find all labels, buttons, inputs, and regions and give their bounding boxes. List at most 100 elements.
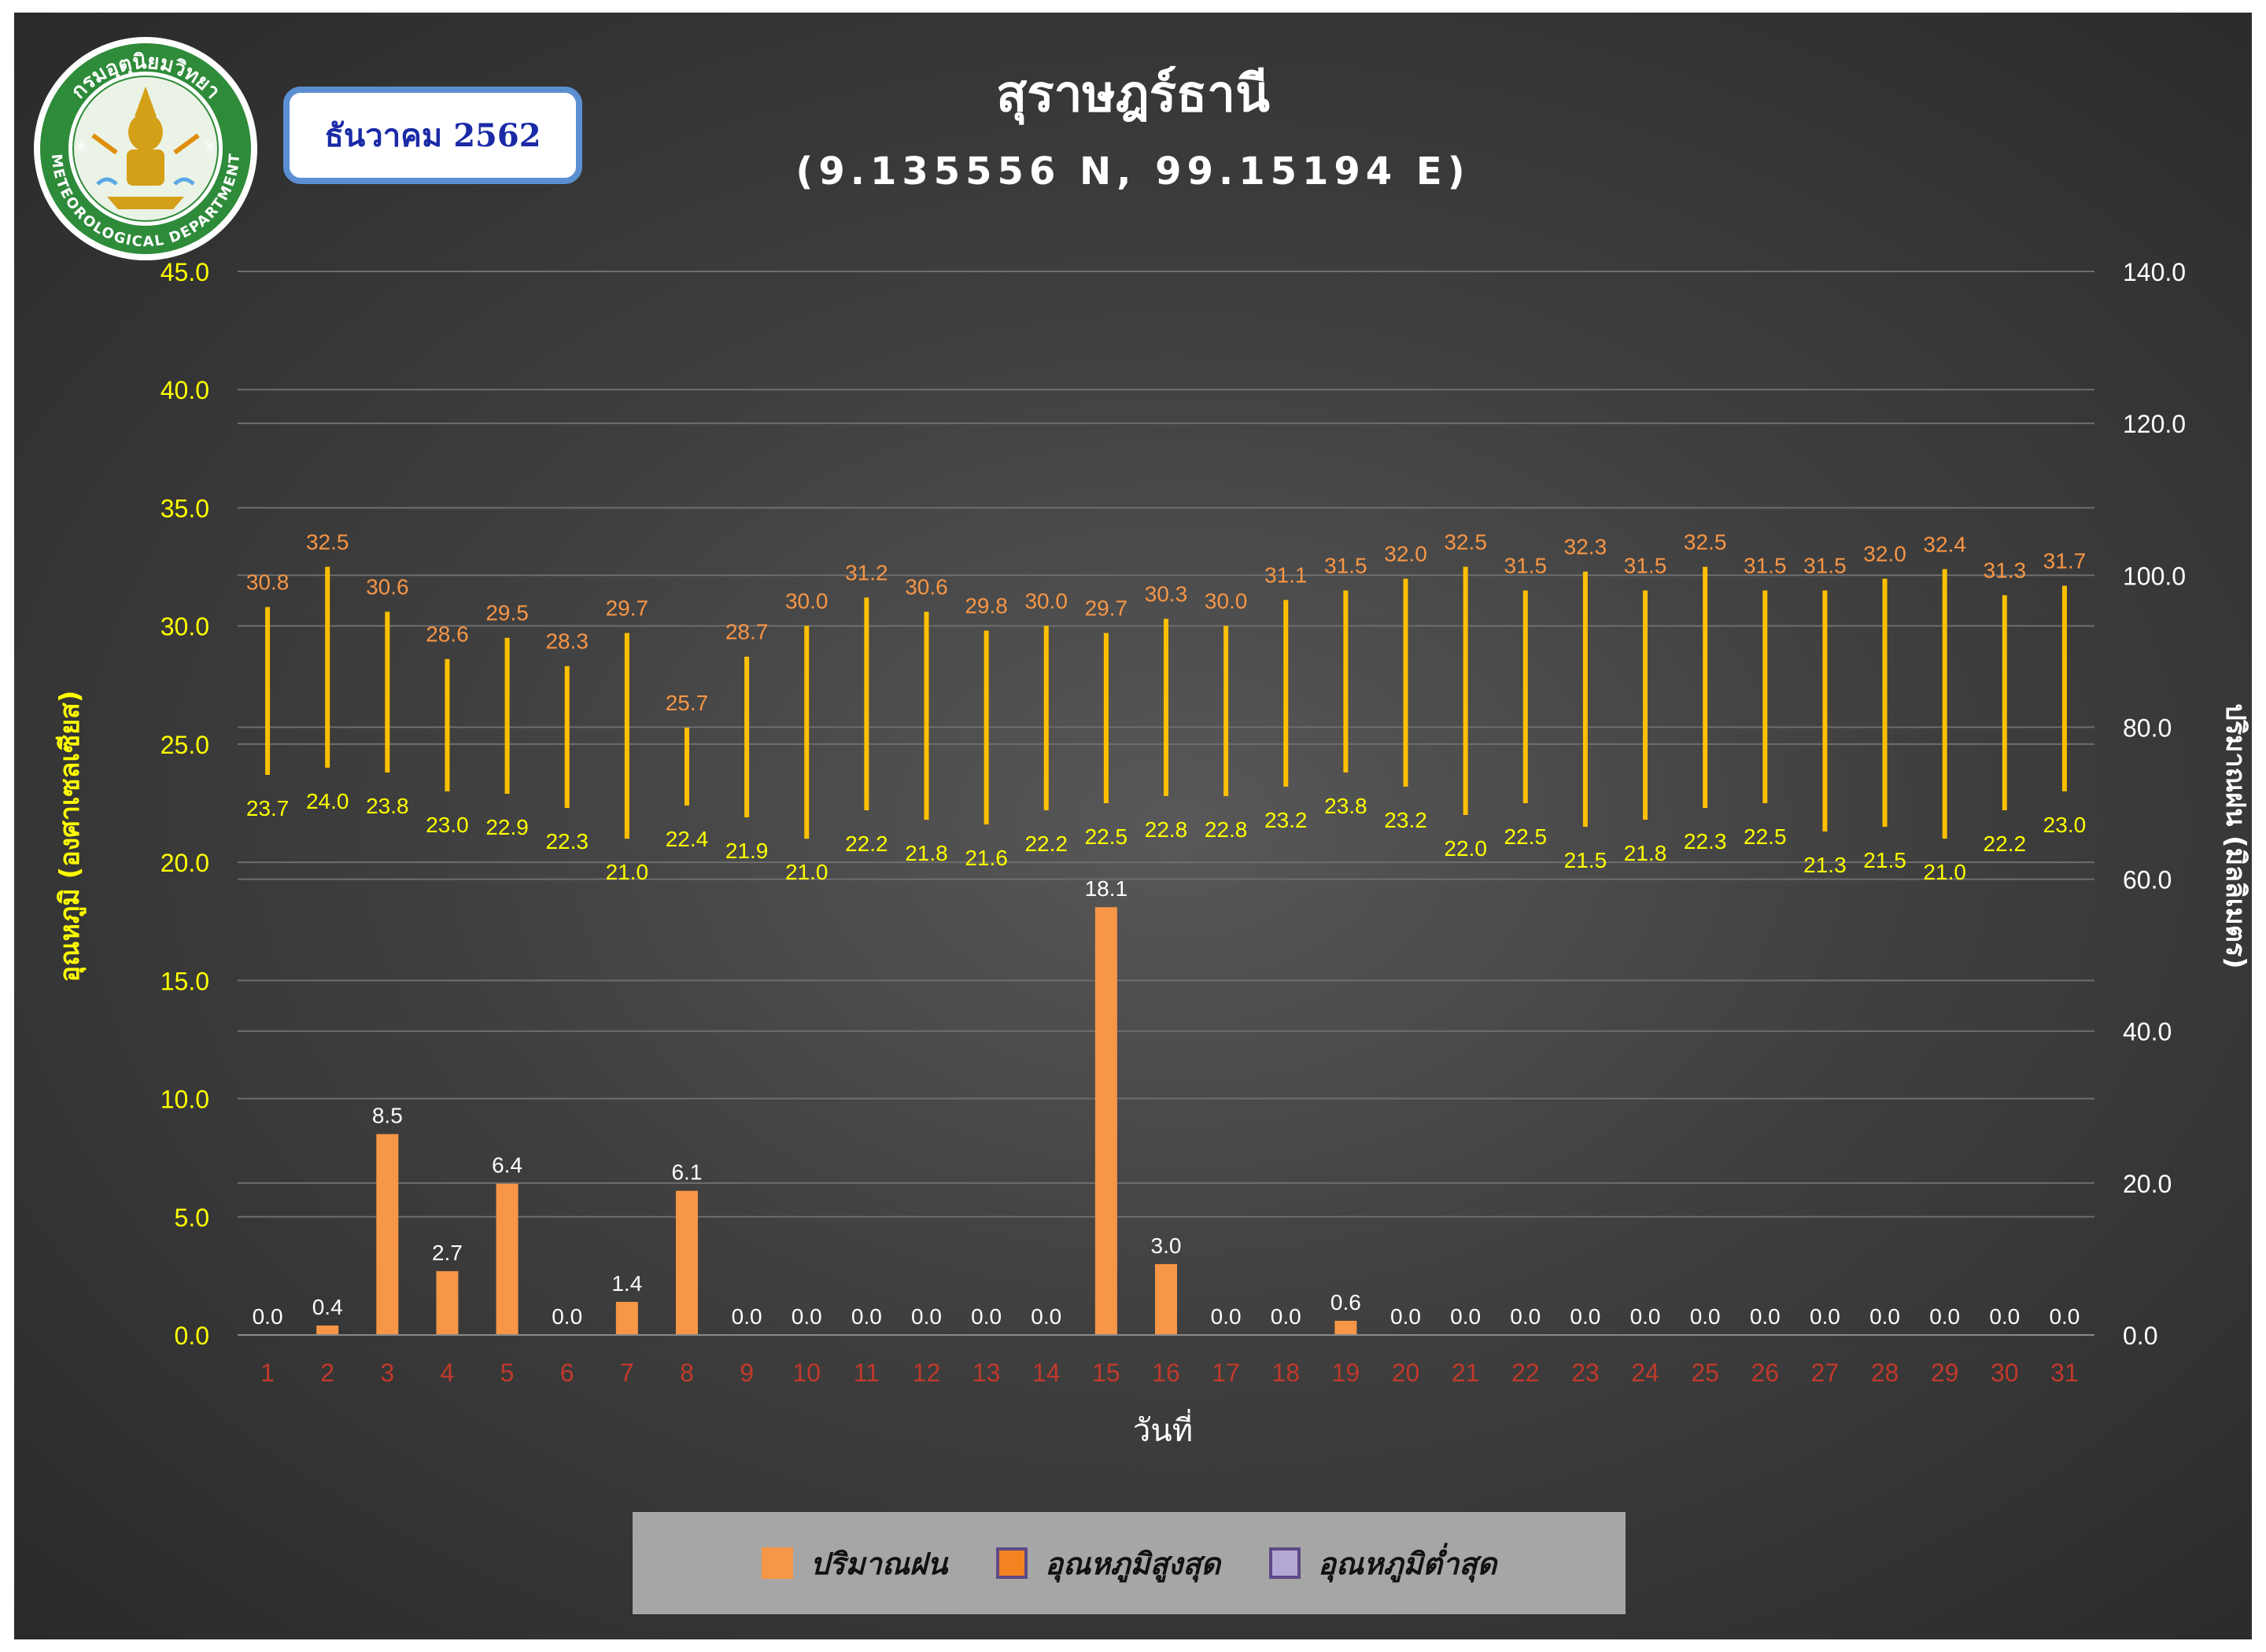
x-axis-tick-label: 14: [1032, 1359, 1061, 1387]
x-axis-tick-label: 20: [1392, 1359, 1420, 1387]
x-axis-tick-label: 13: [972, 1359, 1001, 1387]
min-temp-data-label: 22.8: [1145, 817, 1188, 842]
max-temp-data-label: 29.5: [485, 601, 529, 625]
min-temp-data-label: 22.8: [1205, 817, 1248, 842]
x-axis-tick-label: 16: [1152, 1359, 1180, 1387]
y2-axis-title: ปริมาณฝน (มิลลิเมตร): [2220, 703, 2251, 968]
y-axis-title: อุณหภูมิ (องศาเซลเซียส): [54, 691, 87, 983]
min-temp-data-label: 23.7: [246, 796, 290, 820]
min-temp-data-label: 23.2: [1264, 808, 1308, 832]
rain-bar: [1334, 1320, 1357, 1335]
max-temp-data-label: 25.7: [666, 691, 709, 715]
left-axis-tick-label: 25.0: [161, 731, 209, 759]
rain-bar: [675, 1190, 698, 1335]
x-axis-tick-label: 26: [1751, 1359, 1779, 1387]
max-temp-data-label: 31.5: [1624, 554, 1667, 578]
x-axis-tick-label: 30: [1991, 1359, 2019, 1387]
min-temp-data-label: 24.0: [306, 789, 349, 813]
max-temp-data-label: 30.6: [366, 575, 409, 599]
min-temp-data-label: 21.5: [1863, 848, 1906, 872]
max-temp-data-label: 32.0: [1863, 542, 1906, 566]
x-axis-tick-label: 3: [380, 1359, 394, 1387]
x-axis-tick-label: 18: [1271, 1359, 1300, 1387]
max-temp-data-label: 29.7: [1085, 596, 1128, 621]
max-temp-data-label: 28.3: [545, 629, 589, 654]
min-temp-data-label: 22.5: [1504, 824, 1548, 849]
x-axis-tick-label: 17: [1212, 1359, 1240, 1387]
rain-bar: [316, 1325, 339, 1335]
x-axis-tick-label: 10: [792, 1359, 821, 1387]
rain-bar: [1155, 1263, 1177, 1335]
gridlines: [238, 271, 2094, 1336]
meteorological-department-logo: ✳ ✳ กรมอุตุนิยมวิทยา METEOROLOGICAL DEPA…: [34, 37, 257, 260]
min-temp-data-label: 21.0: [785, 860, 829, 884]
max-temp-data-label: 28.6: [426, 622, 469, 647]
max-temp-data-label: 30.6: [905, 575, 948, 599]
max-temp-data-label: 31.2: [845, 561, 888, 585]
x-axis-tick-label: 6: [560, 1359, 574, 1387]
right-axis-tick-label: 140.0: [2123, 258, 2186, 286]
min-temp-data-label: 23.8: [1324, 794, 1367, 818]
rain-data-label: 18.1: [1085, 876, 1128, 901]
x-axis-tick-label: 23: [1571, 1359, 1600, 1387]
rain-data-label: 0.0: [1510, 1304, 1541, 1329]
left-axis-tick-label: 10.0: [161, 1086, 209, 1114]
x-axis-tick-label: 9: [740, 1359, 754, 1387]
temperature-range-bars: [265, 566, 2067, 839]
right-axis-tick-label: 120.0: [2123, 410, 2186, 438]
chart-background: [14, 13, 2252, 1639]
rain-data-label: 0.0: [1450, 1304, 1481, 1329]
x-axis-tick-label: 24: [1631, 1359, 1659, 1387]
min-temp-data-label: 22.5: [1085, 824, 1128, 849]
max-temp-data-label: 31.5: [1324, 554, 1367, 578]
x-axis-tick-label: 31: [2050, 1359, 2079, 1387]
rain-data-label: 0.0: [1570, 1304, 1600, 1329]
x-axis-tick-label: 4: [441, 1359, 455, 1387]
rain-data-label: 0.0: [1989, 1304, 2020, 1329]
max-temp-data-label: 32.3: [1564, 535, 1607, 559]
min-temp-data-label: 23.8: [366, 794, 409, 818]
x-axis-tick-label: 29: [1931, 1359, 1959, 1387]
rain-data-label: 0.0: [2049, 1304, 2080, 1329]
left-axis-tick-label: 15.0: [161, 967, 209, 995]
x-axis-tick-label: 8: [680, 1359, 694, 1387]
rain-data-label: 0.0: [1690, 1304, 1721, 1329]
x-axis-tick-label: 27: [1811, 1359, 1840, 1387]
left-axis: 0.0 5.0 10.0 15.0 20.0 25.0 30.0 35.0 40.0 45.0: [161, 258, 209, 1350]
min-temp-data-label: 22.2: [845, 832, 888, 856]
month-badge: ธันวาคม 2562: [283, 87, 582, 184]
min-temp-data-label: 21.3: [1803, 853, 1847, 877]
svg-text:✳: ✳: [203, 138, 217, 157]
x-axis-tick-label: 7: [620, 1359, 634, 1387]
max-temp-data-label: 31.1: [1264, 563, 1308, 588]
legend-label-max-temp: อุณหภูมิสูงสุด: [1045, 1545, 1221, 1581]
rain-bar: [1094, 907, 1117, 1335]
rain-data-label: 0.4: [312, 1295, 343, 1319]
max-temp-data-label: 31.5: [1744, 554, 1787, 578]
max-temp-data-label: 30.3: [1145, 582, 1188, 607]
x-axis-tick-label: 1: [260, 1359, 275, 1387]
rain-bars: [316, 907, 1357, 1335]
max-temp-data-label: 32.5: [306, 530, 349, 555]
x-axis-tick-label: 15: [1092, 1359, 1120, 1387]
rain-data-label: 3.0: [1151, 1233, 1182, 1258]
rain-data-label: 0.0: [1869, 1304, 1900, 1329]
max-temp-swatch-icon: [996, 1547, 1028, 1579]
left-axis-tick-label: 5.0: [175, 1204, 209, 1232]
min-temp-data-label: 21.9: [725, 839, 769, 863]
max-temp-data-label: 30.0: [1024, 589, 1068, 614]
max-temp-data-label: 31.5: [1803, 554, 1847, 578]
x-axis-tick-label: 19: [1332, 1359, 1360, 1387]
max-temp-data-label: 29.8: [965, 594, 1008, 618]
min-temp-data-label: 22.9: [485, 815, 529, 839]
x-axis-tick-label: 22: [1511, 1359, 1540, 1387]
min-temp-data-label: 23.0: [2043, 813, 2087, 837]
x-axis-tick-label: 25: [1691, 1359, 1719, 1387]
rain-data-label: 0.0: [732, 1304, 762, 1329]
rain-data-label: 0.0: [851, 1304, 882, 1329]
chart-title: สุราษฎร์ธานี: [996, 65, 1270, 124]
max-temp-data-label: 31.7: [2043, 549, 2087, 573]
rain-swatch-icon: [761, 1547, 793, 1579]
right-axis: 0.0 20.0 40.0 60.0 80.0 100.0 120.0 140.0: [2123, 258, 2186, 1350]
